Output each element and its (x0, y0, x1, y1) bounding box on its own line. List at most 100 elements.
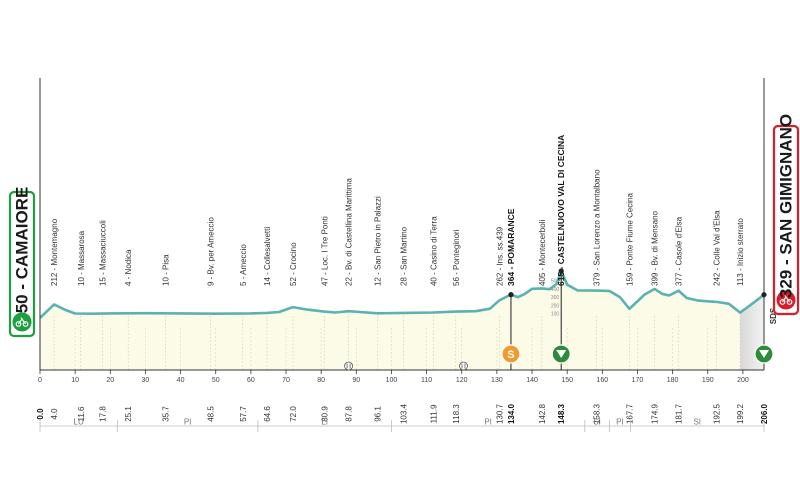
bicycle-icon (779, 299, 786, 305)
location-label: 47 - Loc. I Tre Ponti (320, 216, 329, 286)
bicycle-icon-frame (782, 295, 790, 303)
km-label: 167.7 (625, 403, 634, 424)
kom-chevron-icon (556, 350, 567, 358)
x-axis-tick-label: 150 (561, 377, 573, 384)
km-label: 134.0 (507, 403, 516, 424)
x-axis-tick-label: 140 (526, 377, 538, 384)
location-label: 52 - Crocino (289, 242, 298, 286)
km-label: 103.4 (399, 403, 408, 424)
x-axis-tick-label: 90 (352, 377, 360, 384)
location-label: 399 - Bv. di Mensano (651, 210, 660, 286)
start-label: 50 - CAMAIORE (13, 187, 32, 314)
x-axis-tick-label: 60 (247, 377, 255, 384)
location-label: 379 - San Lorenzo a Montalbano (592, 169, 601, 286)
bicycle-icon (15, 321, 22, 327)
location-label: 10 - Pisa (161, 254, 170, 286)
location-label: 377 - Casole d'Elsa (675, 216, 684, 286)
km-label: 72.0 (289, 406, 298, 422)
altitude-scale-label: 500 (551, 279, 560, 285)
x-axis-tick-label: 50 (212, 377, 220, 384)
x-axis-tick-label: 10 (71, 377, 79, 384)
km-label: 181.7 (675, 403, 684, 424)
km-label: 118.3 (452, 404, 461, 424)
km-label: 80.9 (320, 406, 329, 422)
x-axis-tick-label: 40 (177, 377, 185, 384)
x-axis-tick-label: 80 (317, 377, 325, 384)
elevation-profile-line (39, 269, 765, 319)
province-label: SI (593, 418, 601, 427)
sprint-marker (501, 344, 521, 364)
location-label: 10 - Massarosa (77, 230, 86, 286)
province-label: PI (184, 418, 192, 427)
profile-area-fill (40, 271, 764, 370)
gravel-sector-label: SDS (769, 307, 778, 324)
km-label: 57.7 (239, 406, 248, 422)
km-label: 130.7 (495, 403, 504, 424)
location-label: 15 - Massaciuccoli (99, 220, 108, 286)
x-axis-tick-label: 160 (596, 377, 608, 384)
kom-chevron-icon (759, 350, 769, 358)
sprint-marker-label: S (507, 349, 514, 361)
altitude-scale-label: 400 (551, 287, 560, 293)
km-label: 158.3 (592, 403, 601, 424)
finish-bike-badge (776, 290, 796, 310)
location-label: 4 - Nodica (124, 249, 133, 286)
pomarance-dot (508, 292, 514, 298)
km-label: 25.1 (124, 406, 133, 422)
railway-crossing-icon (344, 361, 353, 371)
km-label: 48.5 (206, 406, 215, 422)
x-axis-tick-label: 70 (282, 377, 290, 384)
km-label: 192.5 (713, 403, 722, 424)
x-axis-tick-label: 170 (632, 377, 644, 384)
x-axis-tick-label: 110 (421, 377, 432, 384)
location-label: 113 - Inizio sterrato (736, 218, 745, 286)
location-label: 364 - POMARANCE (506, 208, 516, 286)
location-label: 242 - Colle Val d'Elsa (713, 210, 722, 286)
km-label: 17.8 (99, 406, 108, 422)
location-label: 22 - Bv. di Castellina Marittima (345, 178, 354, 286)
x-axis-tick-label: 190 (702, 377, 714, 384)
km-label: 206.0 (760, 403, 769, 424)
finish-label: 329 - SAN GIMIGNANO (777, 114, 796, 298)
finish-box (772, 124, 800, 316)
x-axis-tick-label: 20 (106, 377, 114, 384)
x-axis-tick-label: 120 (456, 377, 468, 384)
altitude-scale-label: 100 (551, 312, 560, 318)
province-label: PI (616, 418, 624, 427)
province-label: LI (321, 418, 328, 427)
x-axis-tick-label: 0 (38, 377, 42, 384)
km-label: 148.3 (557, 403, 566, 424)
km-label: 142.8 (538, 403, 547, 424)
location-label: 28 - San Martino (399, 226, 408, 286)
x-axis-tick-label: 200 (737, 377, 749, 384)
x-axis-tick-label: 30 (142, 377, 150, 384)
province-label: LU (74, 418, 84, 427)
location-label: 159 - Ponte Fiume Cecina (625, 193, 634, 286)
finish-dot (761, 292, 767, 298)
bicycle-icon-wheel (22, 321, 29, 327)
location-label: 212 - Montemagno (50, 218, 59, 286)
location-label: 615 - CASTELNUOVO VAL DI CECINA (556, 135, 566, 286)
km-label: 4.0 (50, 408, 59, 420)
x-axis-tick-label: 130 (491, 377, 503, 384)
location-label: 12 - San Pietro in Palazzi (374, 196, 383, 286)
location-label: 405 - Montecerboli (538, 220, 547, 286)
km-label: 64.6 (263, 406, 272, 422)
bicycle-icon-wheel (786, 299, 793, 305)
province-label: SI (693, 418, 701, 427)
km-label: 0.0 (36, 408, 45, 420)
km-label: 87.8 (345, 406, 354, 422)
x-axis-tick-label: 100 (386, 377, 398, 384)
km-label: 35.7 (161, 406, 170, 422)
location-label: 262 - Ins. ss.439 (495, 226, 504, 286)
start-bike-badge (12, 312, 32, 332)
bicycle-icon-frame (18, 317, 26, 325)
location-label: 56 - Ponteginori (452, 229, 461, 286)
x-axis-tick-label: 180 (667, 377, 679, 384)
km-label: 199.2 (736, 403, 745, 424)
km-label: 96.1 (374, 406, 383, 422)
altitude-scale-label: 300 (551, 295, 560, 301)
km-label: 174.9 (651, 403, 660, 424)
altitude-scale-label: 200 (551, 303, 560, 309)
